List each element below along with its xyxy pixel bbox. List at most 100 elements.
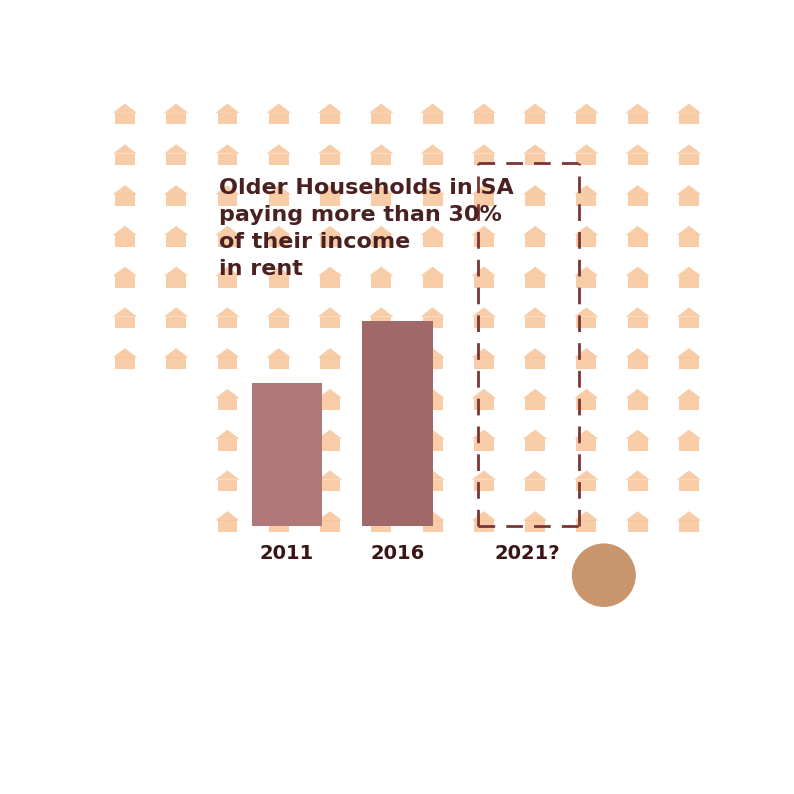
Polygon shape — [267, 389, 291, 398]
Polygon shape — [626, 307, 649, 317]
Polygon shape — [420, 145, 445, 153]
Bar — [679, 357, 699, 369]
Bar — [474, 561, 494, 572]
Polygon shape — [420, 511, 445, 520]
Bar — [115, 480, 135, 491]
Bar — [115, 561, 135, 572]
Bar — [372, 153, 391, 165]
Polygon shape — [626, 145, 649, 153]
Polygon shape — [472, 267, 496, 276]
Polygon shape — [574, 592, 599, 602]
Bar — [372, 398, 391, 410]
Bar — [679, 561, 699, 572]
Bar — [166, 195, 186, 206]
Polygon shape — [318, 185, 342, 195]
Polygon shape — [523, 430, 547, 439]
Bar — [679, 398, 699, 410]
Bar — [474, 480, 494, 491]
Polygon shape — [523, 145, 547, 153]
Bar — [166, 480, 186, 491]
Bar — [320, 480, 340, 491]
Bar — [525, 602, 545, 614]
Polygon shape — [164, 267, 188, 276]
Bar — [576, 602, 596, 614]
Polygon shape — [523, 470, 547, 480]
Bar — [422, 520, 442, 532]
Bar — [628, 153, 648, 165]
Bar — [679, 439, 699, 450]
Polygon shape — [676, 389, 701, 398]
Bar — [320, 153, 340, 165]
Bar — [166, 561, 186, 572]
Text: 2021?: 2021? — [494, 545, 560, 563]
Polygon shape — [113, 674, 137, 684]
Polygon shape — [369, 225, 394, 235]
Bar — [372, 602, 391, 614]
Polygon shape — [215, 348, 240, 357]
Polygon shape — [472, 674, 496, 684]
Polygon shape — [215, 470, 240, 480]
Polygon shape — [676, 430, 701, 439]
Polygon shape — [318, 267, 342, 276]
Bar — [269, 480, 289, 491]
Polygon shape — [267, 267, 291, 276]
Bar — [115, 153, 135, 165]
Bar — [269, 195, 289, 206]
Polygon shape — [420, 470, 445, 480]
Polygon shape — [215, 389, 240, 398]
Polygon shape — [626, 103, 649, 113]
Bar — [218, 439, 237, 450]
Bar — [628, 561, 648, 572]
Polygon shape — [574, 145, 599, 153]
Bar — [422, 439, 442, 450]
Bar — [576, 480, 596, 491]
Polygon shape — [523, 225, 547, 235]
Polygon shape — [676, 307, 701, 317]
Bar — [576, 235, 596, 247]
Bar — [679, 195, 699, 206]
Polygon shape — [267, 103, 291, 113]
Bar — [372, 642, 391, 654]
Bar — [474, 153, 494, 165]
Polygon shape — [574, 674, 599, 684]
Polygon shape — [267, 348, 291, 357]
Polygon shape — [113, 103, 137, 113]
Polygon shape — [472, 470, 496, 480]
Polygon shape — [523, 511, 547, 520]
Text: 2011: 2011 — [260, 545, 314, 563]
Polygon shape — [420, 225, 445, 235]
Bar — [576, 113, 596, 125]
Polygon shape — [267, 470, 291, 480]
Bar — [628, 642, 648, 654]
Polygon shape — [113, 430, 137, 439]
Bar — [628, 276, 648, 287]
Bar — [99, 389, 210, 707]
Polygon shape — [472, 307, 496, 317]
Polygon shape — [420, 307, 445, 317]
Bar — [628, 113, 648, 125]
Bar — [422, 561, 442, 572]
Polygon shape — [472, 389, 496, 398]
Bar — [320, 439, 340, 450]
Bar — [362, 322, 433, 526]
Polygon shape — [164, 225, 188, 235]
Bar — [525, 439, 545, 450]
Bar — [166, 642, 186, 654]
Polygon shape — [267, 430, 291, 439]
Polygon shape — [164, 145, 188, 153]
Polygon shape — [626, 634, 649, 642]
Polygon shape — [318, 674, 342, 684]
Bar — [320, 357, 340, 369]
Polygon shape — [318, 389, 342, 398]
Bar — [372, 480, 391, 491]
Polygon shape — [676, 267, 701, 276]
Bar — [218, 642, 237, 654]
Polygon shape — [369, 511, 394, 520]
Bar — [166, 113, 186, 125]
Polygon shape — [676, 674, 701, 684]
Polygon shape — [267, 674, 291, 684]
Bar — [525, 235, 545, 247]
Bar — [576, 317, 596, 328]
Bar — [252, 383, 322, 526]
Bar — [474, 113, 494, 125]
